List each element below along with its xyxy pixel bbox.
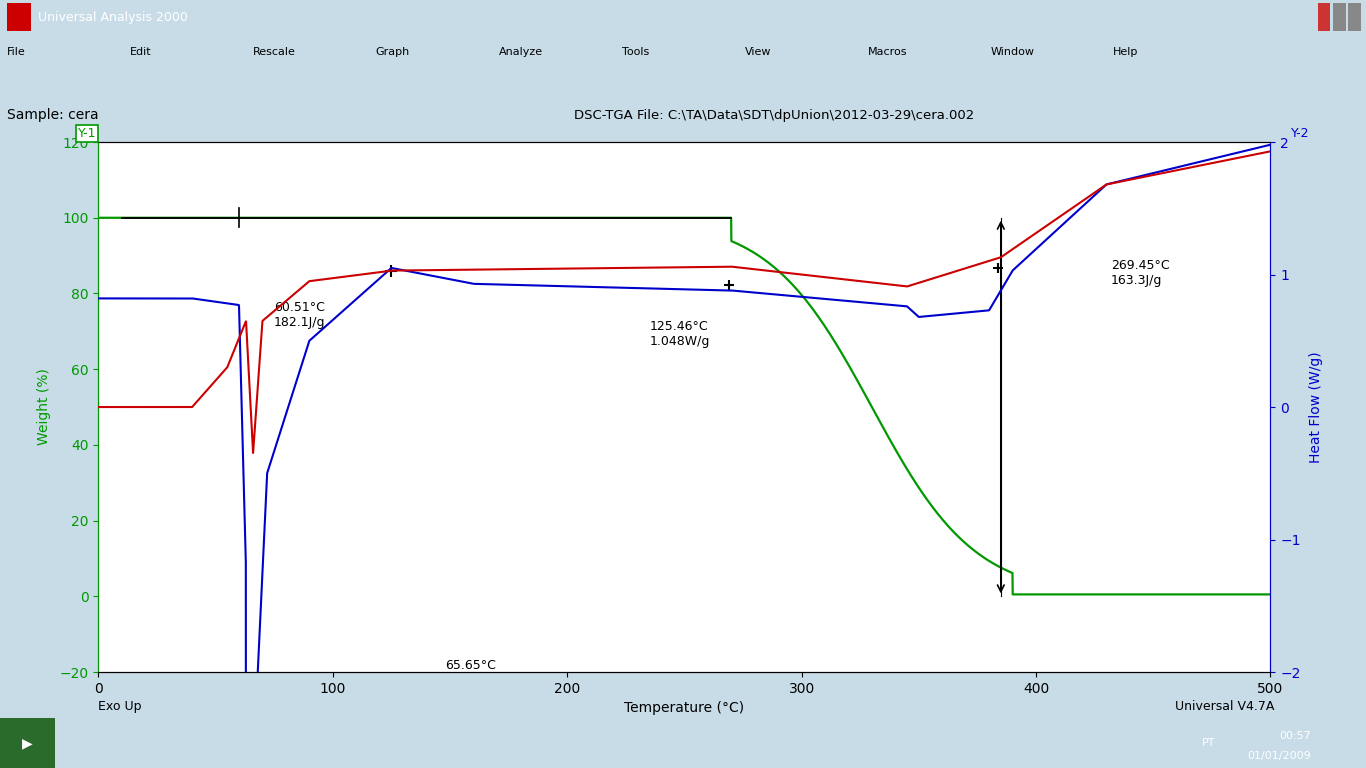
Y-axis label: Heat Flow (W/g): Heat Flow (W/g) bbox=[1309, 351, 1322, 463]
Text: 01/01/2009: 01/01/2009 bbox=[1247, 750, 1311, 760]
Text: Y-1: Y-1 bbox=[78, 127, 97, 140]
Text: 00:57: 00:57 bbox=[1280, 730, 1311, 740]
Bar bbox=[1348, 4, 1361, 31]
Bar bbox=[1333, 4, 1346, 31]
Text: ▶: ▶ bbox=[22, 736, 33, 750]
Bar bbox=[0, 718, 55, 768]
Text: 60.51°C
182.1J/g: 60.51°C 182.1J/g bbox=[275, 301, 325, 329]
Text: Sample: cera: Sample: cera bbox=[7, 108, 98, 122]
Text: Graph: Graph bbox=[376, 47, 410, 57]
Text: Exo Up: Exo Up bbox=[98, 700, 142, 713]
Text: Universal Analysis 2000: Universal Analysis 2000 bbox=[38, 11, 189, 24]
Text: View: View bbox=[744, 47, 770, 57]
X-axis label: Temperature (°C): Temperature (°C) bbox=[624, 701, 744, 715]
Text: Y-2: Y-2 bbox=[1291, 127, 1310, 140]
Text: 269.45°C
163.3J/g: 269.45°C 163.3J/g bbox=[1111, 260, 1169, 287]
Text: Edit: Edit bbox=[130, 47, 152, 57]
Bar bbox=[7, 4, 31, 31]
Text: Tools: Tools bbox=[622, 47, 649, 57]
Y-axis label: Weight (%): Weight (%) bbox=[37, 369, 51, 445]
Text: DSC-TGA File: C:\TA\Data\SDT\dpUnion\2012-03-29\cera.002: DSC-TGA File: C:\TA\Data\SDT\dpUnion\201… bbox=[574, 109, 974, 122]
Text: 125.46°C
1.048W/g: 125.46°C 1.048W/g bbox=[649, 320, 709, 348]
Text: 65.65°C: 65.65°C bbox=[445, 659, 496, 672]
Text: Universal V4.7A: Universal V4.7A bbox=[1175, 700, 1274, 713]
Text: File: File bbox=[7, 47, 26, 57]
Text: Rescale: Rescale bbox=[253, 47, 295, 57]
Text: Analyze: Analyze bbox=[499, 47, 542, 57]
Text: Macros: Macros bbox=[867, 47, 907, 57]
Text: PT: PT bbox=[1202, 738, 1216, 748]
Text: Help: Help bbox=[1113, 47, 1139, 57]
Text: Window: Window bbox=[990, 47, 1034, 57]
Bar bbox=[1318, 4, 1330, 31]
